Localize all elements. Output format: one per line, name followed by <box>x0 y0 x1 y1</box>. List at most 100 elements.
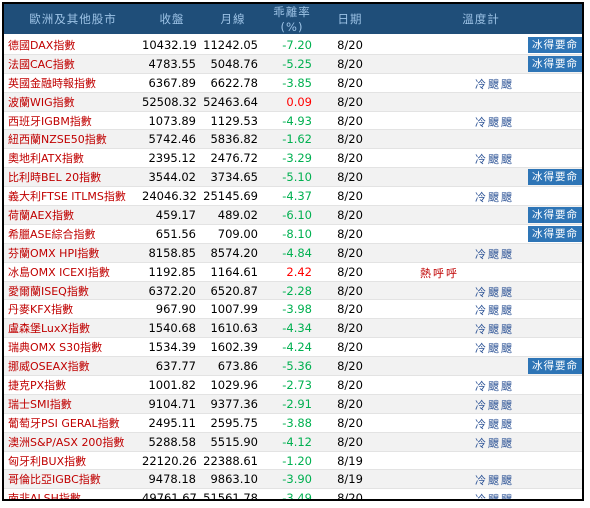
table-row: 比利時BEL 20指數 3544.02 3734.65 -5.10 8/20 冰得要命 <box>4 167 582 188</box>
ma-value: 1610.63 <box>202 318 264 339</box>
ma-value: 6622.78 <box>202 73 264 93</box>
index-name: 匈牙利BUX指數 <box>4 451 142 471</box>
index-name: 比利時BEL 20指數 <box>4 167 142 188</box>
thermometer-cell: 冷颼颼 <box>380 281 582 301</box>
freezing-badge[interactable]: 冰得要命 <box>528 37 582 53</box>
ma-value: 25145.69 <box>202 186 264 207</box>
thermometer-cell: 冰得要命 <box>380 54 582 74</box>
deviation-value: -3.85 <box>264 73 320 93</box>
close-value: 5742.46 <box>142 129 202 150</box>
deviation-value: -6.10 <box>264 205 320 225</box>
deviation-value: -1.20 <box>264 451 320 471</box>
date-value: 8/20 <box>320 262 380 282</box>
deviation-value: -5.25 <box>264 54 320 74</box>
index-name: 冰島OMX ICEXI指數 <box>4 262 142 282</box>
deviation-value: -4.24 <box>264 337 320 358</box>
freezing-badge[interactable]: 冰得要命 <box>528 55 582 72</box>
cold-label: 冷颼颼 <box>475 474 514 488</box>
cold-label: 冷颼颼 <box>475 77 514 91</box>
cold-label: 冷颼颼 <box>475 398 514 412</box>
ma-value: 9863.10 <box>202 469 264 490</box>
close-value: 459.17 <box>142 205 202 225</box>
index-name: 英國金融時報指數 <box>4 73 142 93</box>
date-value: 8/20 <box>320 243 380 263</box>
table-header-row: 歐洲及其他股市 收盤 月線 乖離率(%) 日期 溫度計 <box>4 4 582 36</box>
table-row: 葡萄牙PSI GERAL指數 2495.11 2595.75 -3.88 8/20 冷颼颼 <box>4 413 582 433</box>
table-row: 波蘭WIG指數 52508.32 52463.64 0.09 8/20 <box>4 92 582 112</box>
date-value: 8/20 <box>320 205 380 225</box>
date-value: 8/20 <box>320 432 380 452</box>
deviation-value: 0.09 <box>264 92 320 112</box>
date-value: 8/20 <box>320 224 380 244</box>
freezing-badge[interactable]: 冰得要命 <box>528 358 582 375</box>
table-body: 德國DAX指數 10432.19 11242.05 -7.20 8/20 冰得要命 法國CA… <box>4 35 582 501</box>
date-value: 8/19 <box>320 469 380 490</box>
cold-label: 冷颼颼 <box>475 191 514 205</box>
close-value: 1073.89 <box>142 111 202 131</box>
index-name: 愛爾蘭ISEQ指數 <box>4 281 142 301</box>
index-name: 澳洲S&P/ASX 200指數 <box>4 432 142 452</box>
table-row: 盧森堡LuxX指數 1540.68 1610.63 -4.34 8/20 冷颼颼 <box>4 318 582 339</box>
index-name: 西班牙IGBM指數 <box>4 111 142 131</box>
index-name: 哥倫比亞IGBC指數 <box>4 469 142 490</box>
date-value: 8/20 <box>320 318 380 339</box>
date-value: 8/20 <box>320 35 380 55</box>
deviation-value: -4.84 <box>264 243 320 263</box>
close-value: 9478.18 <box>142 469 202 490</box>
table-row: 瑞典OMX S30指數 1534.39 1602.39 -4.24 8/20 冷颼颼 <box>4 337 582 358</box>
table-row: 澳洲S&P/ASX 200指數 5288.58 5515.90 -4.12 8/20 冷颼… <box>4 432 582 452</box>
close-value: 2395.12 <box>142 148 202 169</box>
deviation-value: -1.62 <box>264 129 320 150</box>
freezing-badge[interactable]: 冰得要命 <box>528 169 582 186</box>
thermometer-cell: 冷颼颼 <box>380 299 582 320</box>
ma-value: 1164.61 <box>202 262 264 282</box>
europe-markets-table: 歐洲及其他股市 收盤 月線 乖離率(%) 日期 溫度計 德國DAX指數 10432… <box>4 4 582 501</box>
freezing-badge[interactable]: 冰得要命 <box>528 207 582 224</box>
table-row: 哥倫比亞IGBC指數 9478.18 9863.10 -3.90 8/19 冷颼颼 <box>4 469 582 490</box>
ma-value: 3734.65 <box>202 167 264 188</box>
cold-label: 冷颼颼 <box>475 342 514 356</box>
freezing-badge[interactable]: 冰得要命 <box>528 225 582 242</box>
deviation-value: -4.37 <box>264 186 320 207</box>
ma-value: 709.00 <box>202 224 264 244</box>
ma-value: 1007.99 <box>202 299 264 320</box>
table-row: 義大利FTSE ITLMS指數 24046.32 25145.69 -4.37 8/20… <box>4 186 582 207</box>
index-name: 丹麥KFX指數 <box>4 299 142 320</box>
index-name: 法國CAC指數 <box>4 54 142 74</box>
table-row: 瑞士SMI指數 9104.71 9377.36 -2.91 8/20 冷颼颼 <box>4 394 582 414</box>
thermometer-cell: 冷颼颼 <box>380 148 582 169</box>
table-row: 丹麥KFX指數 967.90 1007.99 -3.98 8/20 冷颼颼 <box>4 299 582 320</box>
cold-label: 冷颼颼 <box>475 115 514 129</box>
thermometer-cell: 冷颼颼 <box>380 243 582 263</box>
index-name: 葡萄牙PSI GERAL指數 <box>4 413 142 433</box>
date-value: 8/20 <box>320 73 380 93</box>
cold-label: 冷颼颼 <box>475 493 514 501</box>
index-name: 盧森堡LuxX指數 <box>4 318 142 339</box>
index-name: 瑞士SMI指數 <box>4 394 142 414</box>
table-row: 匈牙利BUX指數 22120.26 22388.61 -1.20 8/19 <box>4 451 582 471</box>
table-row: 英國金融時報指數 6367.89 6622.78 -3.85 8/20 冷颼颼 <box>4 73 582 93</box>
deviation-value: -3.98 <box>264 299 320 320</box>
table-row: 德國DAX指數 10432.19 11242.05 -7.20 8/20 冰得要命 <box>4 35 582 55</box>
ma-value: 5048.76 <box>202 54 264 74</box>
header-ma: 月線 <box>202 4 264 36</box>
date-value: 8/20 <box>320 186 380 207</box>
table-row: 法國CAC指數 4783.55 5048.76 -5.25 8/20 冰得要命 <box>4 54 582 74</box>
ma-value: 52463.64 <box>202 92 264 112</box>
ma-value: 8574.20 <box>202 243 264 263</box>
index-name: 南非ALSH指數 <box>4 488 142 499</box>
index-name: 捷克PX指數 <box>4 375 142 395</box>
deviation-value: -5.10 <box>264 167 320 188</box>
ma-value: 673.86 <box>202 356 264 377</box>
table-row: 冰島OMX ICEXI指數 1192.85 1164.61 2.42 8/20 熱呼呼 <box>4 262 582 282</box>
date-value: 8/20 <box>320 356 380 377</box>
thermometer-cell: 冷颼颼 <box>380 73 582 93</box>
thermometer-cell: 熱呼呼 <box>380 262 582 282</box>
hot-label: 熱呼呼 <box>420 266 459 280</box>
ma-value: 489.02 <box>202 205 264 225</box>
date-value: 8/20 <box>320 299 380 320</box>
close-value: 49761.67 <box>142 488 202 499</box>
index-name: 奧地利ATX指數 <box>4 148 142 169</box>
date-value: 8/20 <box>320 281 380 301</box>
table-row: 荷蘭AEX指數 459.17 489.02 -6.10 8/20 冰得要命 <box>4 205 582 225</box>
